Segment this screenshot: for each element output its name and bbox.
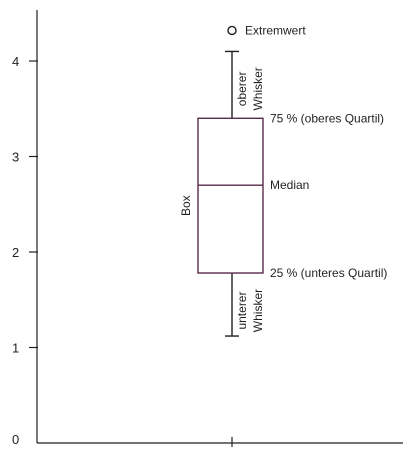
y-tick-label: 4 [12, 54, 19, 69]
y-axis-ticks: 0 1 2 3 4 [12, 54, 38, 447]
label-lower-quartile: 25 % (unteres Quartil) [270, 266, 387, 280]
label-upper-whisker-line2: Whisker [251, 67, 265, 110]
label-upper-quartile: 75 % (oberes Quartil) [270, 111, 384, 125]
label-upper-whisker: oberer Whisker [235, 67, 265, 110]
interquartile-box [197, 117, 264, 274]
label-outlier: Extremwert [245, 23, 306, 37]
label-upper-whisker-line1: oberer [235, 72, 249, 107]
y-tick-label: 1 [12, 341, 19, 356]
outlier-marker [227, 25, 237, 36]
y-tick-label: 0 [12, 432, 19, 447]
label-lower-whisker-line1: unterer [235, 292, 249, 330]
y-tick-label: 3 [12, 150, 19, 165]
label-median: Median [270, 178, 309, 192]
label-lower-whisker: unterer Whisker [235, 289, 265, 332]
label-box: Box [179, 195, 193, 216]
label-lower-whisker-line2: Whisker [251, 289, 265, 332]
y-tick-label: 2 [12, 245, 19, 260]
